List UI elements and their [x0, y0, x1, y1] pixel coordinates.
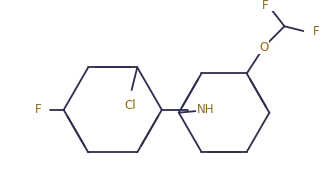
Text: Cl: Cl [124, 100, 136, 112]
Text: F: F [313, 24, 319, 37]
Text: O: O [259, 40, 268, 53]
Text: F: F [35, 103, 41, 116]
Text: NH: NH [197, 103, 214, 116]
Text: F: F [262, 0, 269, 12]
